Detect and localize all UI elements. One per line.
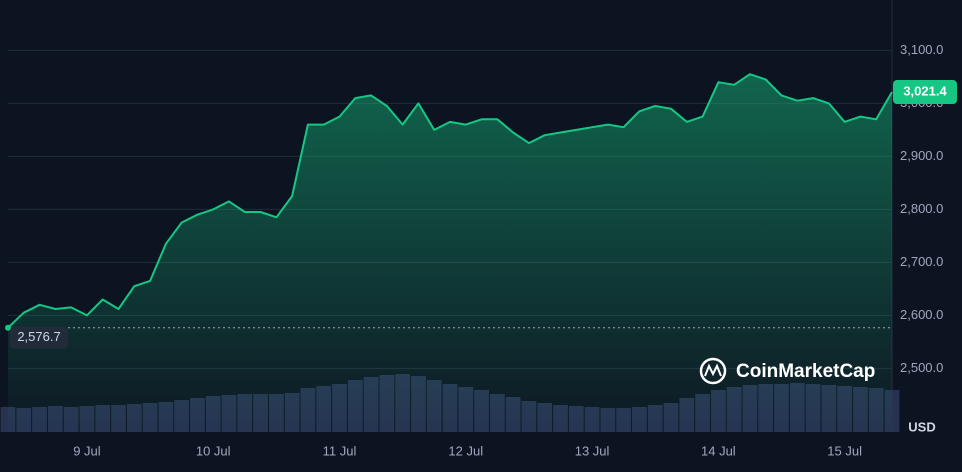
current-price-tag bbox=[893, 80, 957, 105]
watermark-icon bbox=[699, 357, 727, 385]
y-tick-label: 3,100.0 bbox=[900, 42, 943, 57]
x-tick-label: 15 Jul bbox=[827, 443, 862, 458]
price-line bbox=[7, 73, 893, 329]
watermark: CoinMarketCap bbox=[699, 357, 875, 385]
start-dot bbox=[5, 324, 11, 331]
watermark-icon-mark bbox=[704, 363, 722, 377]
x-tick-label: 12 Jul bbox=[448, 443, 483, 458]
x-tick-label: 14 Jul bbox=[701, 443, 736, 458]
watermark-text: CoinMarketCap bbox=[736, 361, 875, 382]
start-label-box bbox=[10, 326, 68, 349]
start-price-label: 2,576.7 bbox=[17, 329, 60, 344]
y-tick-label: 2,900.0 bbox=[900, 148, 943, 163]
x-tick-label: 10 Jul bbox=[196, 443, 231, 458]
y-tick-label: 2,700.0 bbox=[900, 254, 943, 269]
y-tick-label: 2,500.0 bbox=[900, 360, 943, 375]
x-tick-label: 9 Jul bbox=[73, 443, 101, 458]
y-unit: USD bbox=[908, 419, 935, 434]
x-tick-label: 11 Jul bbox=[323, 443, 357, 458]
price-area bbox=[8, 74, 892, 432]
y-tick-label: 2,800.0 bbox=[900, 201, 943, 216]
y-tick-label: 2,600.0 bbox=[900, 307, 943, 322]
current-price-label: 3,021.4 bbox=[903, 83, 947, 98]
x-tick-label: 13 Jul bbox=[575, 443, 610, 458]
